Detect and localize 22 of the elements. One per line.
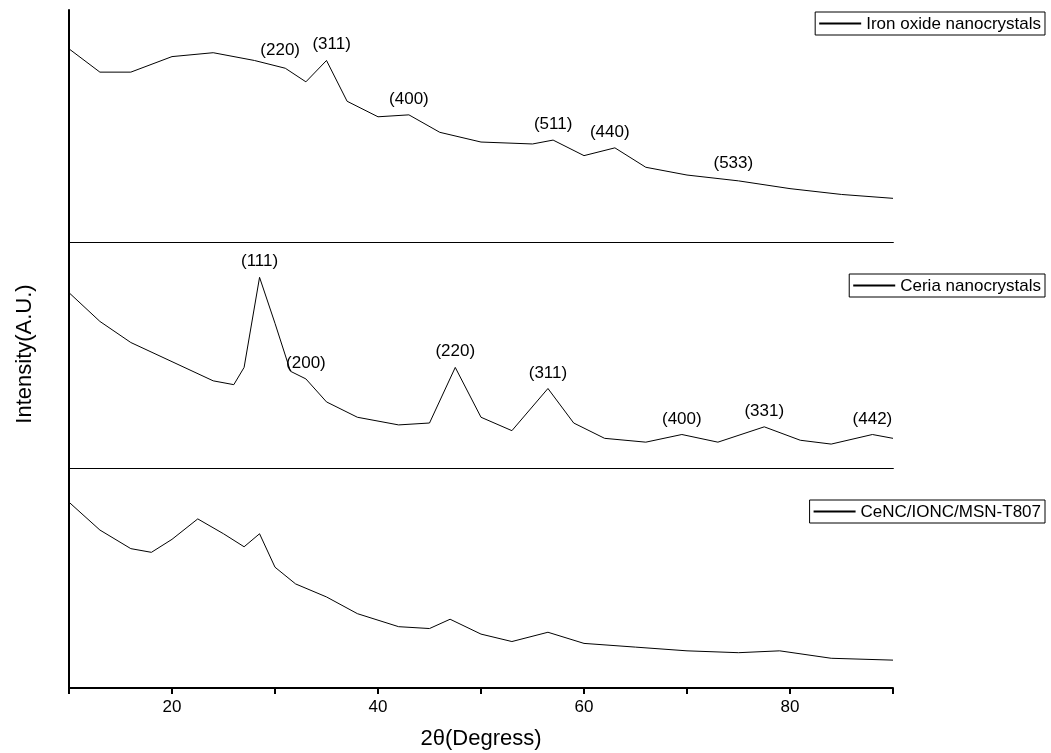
x-tick-label: 60 — [574, 697, 594, 716]
y-axis-title: Intensity(A.U.) — [10, 284, 36, 424]
annotation: (311) — [312, 34, 351, 54]
annotation: (111) — [240, 251, 279, 271]
annotation: (331) — [744, 400, 785, 420]
annotation: (440) — [589, 121, 630, 141]
x-tick-label: 40 — [368, 697, 388, 716]
legend-label: Iron oxide nanocrystals — [866, 14, 1042, 33]
annotation: (400) — [662, 408, 702, 428]
legend-label: Ceria nanocrystals — [900, 276, 1041, 295]
annotation: (220) — [260, 40, 300, 60]
x-axis-title: 2θ(Degress) — [420, 724, 542, 750]
x-tick-label: 20 — [162, 697, 182, 716]
x-tick-label: 80 — [780, 697, 800, 716]
annotation: (511) — [533, 114, 573, 134]
annotation: (220) — [435, 341, 476, 361]
annotation: (200) — [286, 352, 326, 372]
legend-label: CeNC/IONC/MSN-T807 — [860, 502, 1041, 521]
annotation: (533) — [713, 152, 754, 172]
annotation: (442) — [852, 408, 893, 428]
annotation: (311) — [528, 362, 568, 382]
annotation: (400) — [389, 88, 429, 108]
